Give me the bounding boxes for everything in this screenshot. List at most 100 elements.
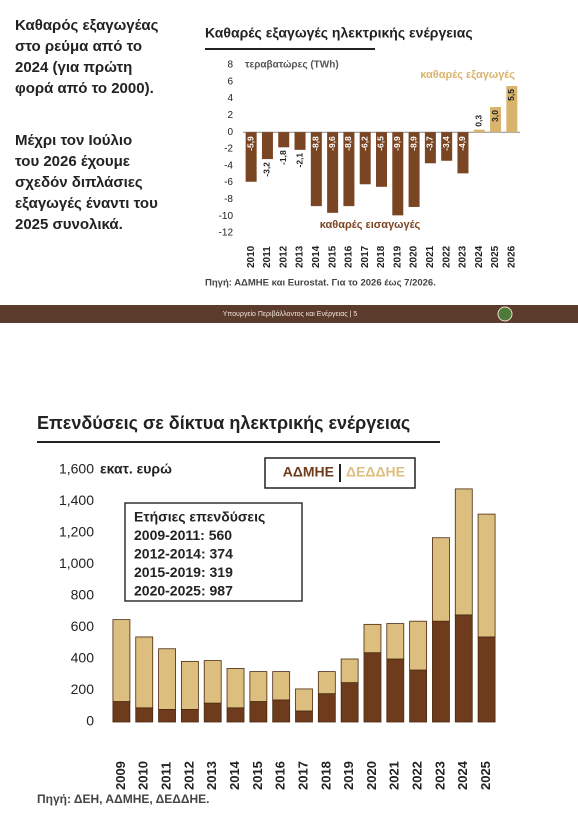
annotation: καθαρές εισαγωγές (320, 219, 421, 231)
value-label: -1,8 (278, 150, 288, 165)
annotation: καθαρές εξαγωγές (420, 69, 515, 81)
y-tick-label: 2 (227, 110, 233, 121)
x-tick-label: 2022 (410, 761, 425, 790)
bar (245, 132, 257, 182)
value-label: -8,8 (311, 136, 321, 151)
value-label: -4,9 (457, 136, 467, 151)
y-tick-label: -12 (219, 228, 234, 239)
x-tick-label: 2010 (246, 245, 257, 268)
bar-segment (203, 660, 222, 704)
value-label: -3,4 (441, 136, 451, 151)
bar-segment (180, 660, 199, 710)
bar-segment (158, 648, 176, 710)
bar (408, 132, 420, 207)
value-label: -5,9 (245, 136, 255, 151)
slide-text: 2024 (για πρώτη (15, 59, 132, 76)
legend-divider (339, 464, 341, 482)
value-label: -3,2 (262, 162, 272, 177)
slide-text: 2025 συνολικά. (15, 216, 123, 233)
chart-title: Καθαρές εξαγωγές ηλεκτρικής ενέργειας (205, 25, 473, 41)
x-tick-label: 2012 (278, 245, 289, 268)
value-label: -8,8 (343, 136, 353, 151)
unit-label: τεραβατώρες (TWh) (245, 60, 339, 71)
bar (343, 132, 355, 207)
bar (424, 132, 436, 164)
y-tick-label: 400 (71, 650, 95, 666)
y-tick-label: -4 (224, 160, 233, 171)
bar-segment (340, 682, 359, 723)
y-tick-label: 4 (227, 93, 233, 104)
y-tick-label: 1,000 (59, 555, 94, 571)
x-tick-label: 2024 (474, 245, 485, 268)
bar-segment (432, 620, 450, 723)
bar-segment (477, 636, 496, 723)
bar-segment (295, 688, 313, 712)
bar (473, 129, 485, 133)
x-tick-label: 2023 (432, 761, 447, 790)
value-label: 0,3 (474, 115, 484, 127)
x-tick-label: 2018 (318, 761, 333, 790)
y-tick-label: 0 (86, 713, 94, 729)
x-tick-label: 2017 (360, 245, 371, 268)
bar (278, 132, 290, 148)
footer-bar (0, 305, 578, 323)
bar-segment (272, 699, 291, 723)
x-tick-label: 2022 (441, 245, 452, 268)
x-tick-label: 2026 (506, 245, 517, 268)
annotation-text: 2015-2019: 319 (134, 564, 233, 580)
x-tick-label: 2012 (181, 761, 196, 790)
x-tick-label: 2015 (250, 761, 265, 790)
value-label: -3,7 (425, 136, 435, 151)
value-label: -9,6 (327, 136, 337, 151)
x-tick-label: 2011 (262, 246, 273, 268)
x-tick-label: 2013 (295, 245, 306, 268)
bar (490, 107, 502, 133)
value-label: -6,5 (376, 136, 386, 151)
x-tick-label: 2023 (458, 245, 469, 268)
x-tick-label: 2021 (425, 245, 436, 268)
bar-segment (249, 671, 268, 702)
bar-segment (363, 623, 382, 654)
annotation-box (124, 502, 303, 602)
y-tick-label: 1,200 (59, 524, 94, 540)
slide-text: εξαγωγές έναντι του (15, 195, 158, 212)
slide-text: του 2026 έχουμε (15, 153, 130, 170)
annotation-text: Ετήσιες επενδύσεις (134, 509, 265, 525)
bar-segment (432, 537, 450, 622)
bar-segment (112, 701, 131, 723)
bar-segment (363, 652, 382, 723)
y-tick-label: 200 (71, 681, 95, 697)
bar (506, 86, 518, 133)
y-tick-label: -6 (224, 177, 233, 188)
bar-segment (249, 701, 268, 723)
value-label: -6,2 (359, 136, 369, 151)
y-tick-label: 1,400 (59, 492, 94, 508)
slide-text: φορά από το 2000). (15, 80, 154, 97)
x-tick-label: 2019 (392, 245, 403, 268)
bar-segment (272, 671, 291, 701)
bar-segment (226, 668, 245, 709)
y-tick-label: -10 (219, 211, 234, 222)
bar-segment (295, 710, 313, 723)
bar-segment (317, 671, 336, 695)
x-tick-label: 2017 (295, 761, 310, 790)
legend-label: ΑΔΜΗΕ (283, 464, 334, 480)
x-tick-label: 2013 (204, 761, 219, 790)
x-tick-label: 2025 (478, 761, 493, 790)
value-label: 5,5 (506, 89, 516, 101)
bar-segment (180, 709, 199, 723)
x-tick-label: 2015 (327, 245, 338, 268)
bar (376, 132, 387, 187)
bar (310, 132, 322, 207)
bar-segment (135, 636, 154, 709)
y-tick-label: 6 (227, 76, 233, 87)
x-tick-label: 2024 (455, 760, 470, 790)
annotation-text: 2012-2014: 374 (134, 546, 233, 562)
x-tick-label: 2016 (273, 761, 288, 790)
bar-segment (135, 707, 154, 723)
slide-text: Μέχρι τον Ιούλιο (15, 132, 132, 149)
bar (441, 132, 453, 161)
x-tick-label: 2020 (364, 761, 379, 790)
y-tick-label: 800 (71, 587, 95, 603)
